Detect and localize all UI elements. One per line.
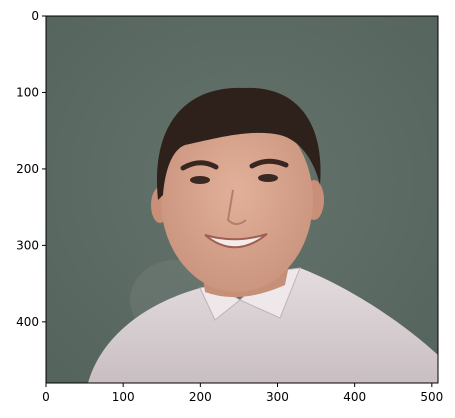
y-tick-label: 400 (16, 315, 39, 329)
x-tick-label: 0 (42, 390, 50, 404)
x-tick-label: 300 (266, 390, 289, 404)
x-axis: 0 100 200 300 400 500 (42, 383, 443, 404)
photo-image (46, 16, 438, 383)
y-tick-label: 300 (16, 238, 39, 252)
x-tick-label: 100 (112, 390, 135, 404)
shirt (88, 268, 438, 383)
nose (226, 189, 247, 225)
mouth (204, 233, 268, 249)
left-eyebrow (180, 160, 219, 171)
y-tick-label: 0 (31, 9, 39, 23)
x-tick-label: 200 (189, 390, 212, 404)
axes-frame (45, 15, 439, 384)
face (161, 108, 313, 292)
hair (156, 87, 321, 200)
x-tick-label: 500 (420, 390, 443, 404)
right-eye (258, 174, 278, 182)
y-axis: 0 100 200 300 400 (16, 9, 46, 329)
y-tick-label: 200 (16, 162, 39, 176)
right-eyebrow (249, 158, 289, 169)
y-tick-label: 100 (16, 85, 39, 99)
left-eye (190, 176, 210, 184)
x-tick-label: 400 (343, 390, 366, 404)
